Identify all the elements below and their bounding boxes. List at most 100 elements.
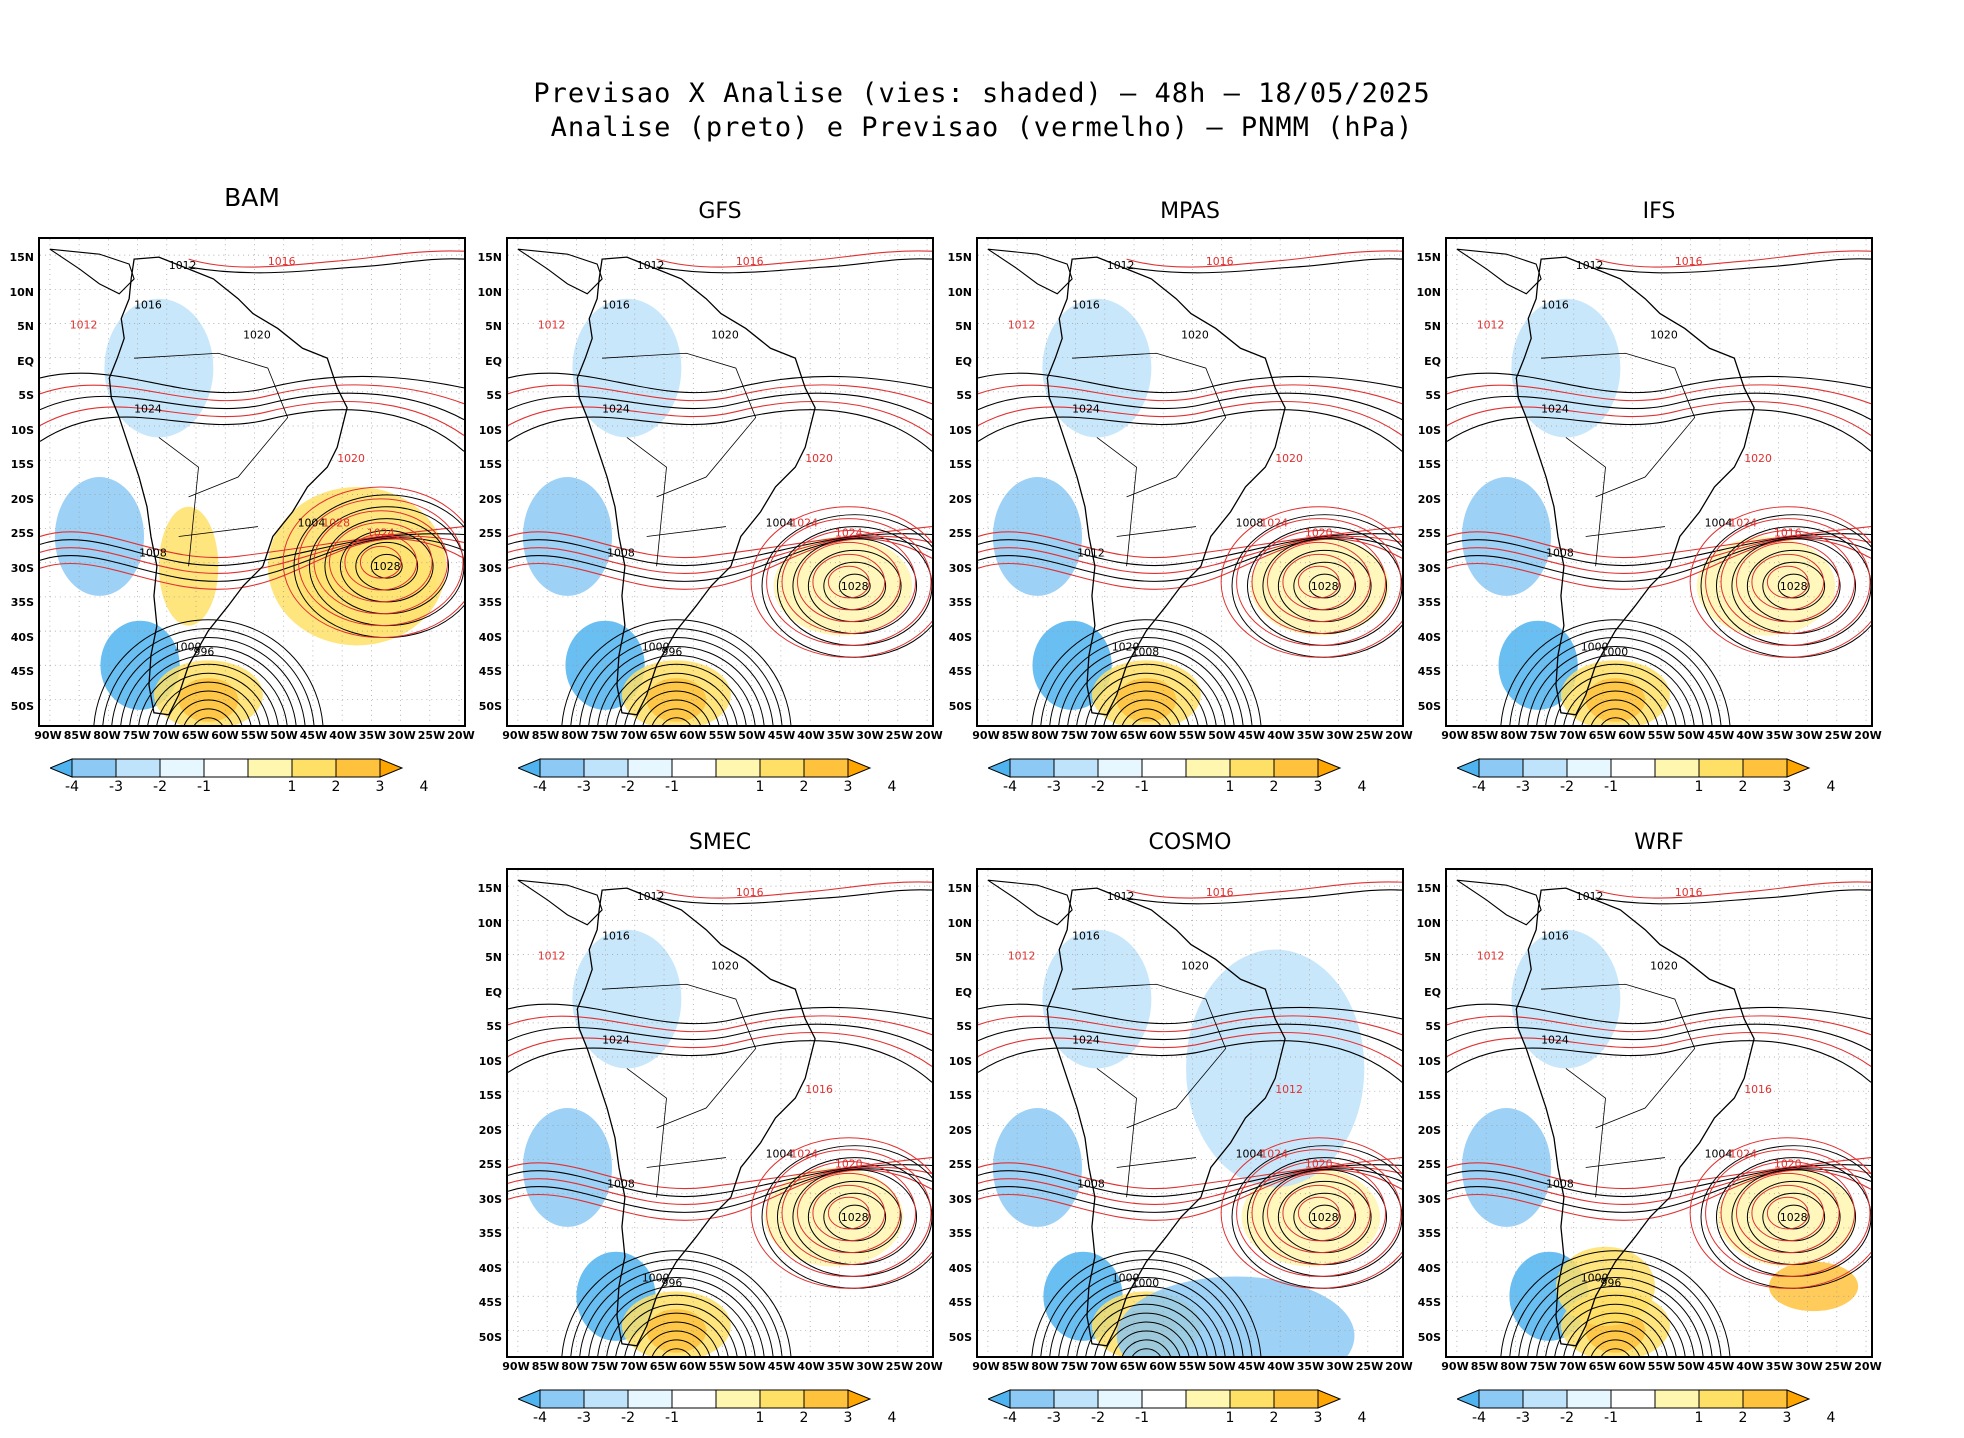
contour-label-analysis: 1000	[642, 1271, 670, 1284]
isobar	[1595, 881, 1871, 899]
longitude-label: 30W	[388, 729, 416, 742]
latitude-label: 30S	[478, 1192, 502, 1206]
latitude-label: 50S	[948, 1330, 972, 1344]
country-borders	[602, 983, 757, 1198]
contour-label-analysis: 1020	[1181, 328, 1209, 341]
panel-gfs: GFS 1012 1016 1020 1024 1004 1008 1000 1016 1012 1…	[468, 187, 942, 807]
colorbar-segment	[1053, 1389, 1099, 1409]
map-frame: 1012 1016 1020 1024 1004 1008 1000 1016 1012 1020…	[976, 868, 1404, 1358]
country-borders	[1072, 983, 1227, 1198]
isobar	[1126, 889, 1402, 905]
isobar	[1447, 1031, 1871, 1067]
colorbar-tick-label: 1	[755, 1410, 765, 1426]
colorbar-arrow-right	[1317, 1389, 1342, 1409]
isobar-low	[597, 654, 756, 725]
longitude-label: 30W	[1326, 729, 1354, 742]
isobar-high	[1297, 1196, 1340, 1230]
isobar-low	[1563, 1312, 1668, 1356]
contour-label-forecast: 1020	[337, 452, 365, 465]
isobar-high	[812, 1184, 886, 1242]
colorbar-segment	[1229, 758, 1275, 778]
longitude-label: 45W	[767, 729, 796, 742]
bias-negative-area	[522, 477, 613, 596]
isobar-low	[1049, 1268, 1244, 1356]
longitude-label: 55W	[1178, 729, 1207, 742]
isobar	[978, 1157, 1402, 1190]
colorbar-tick-label: -1	[197, 779, 211, 795]
latitude-label: 5S	[486, 389, 502, 402]
isobar-low	[1121, 1339, 1171, 1356]
latitude-label: 5S	[1425, 389, 1441, 402]
contour-label-analysis: 1016	[1072, 299, 1100, 312]
colorbar-tick-label: 1	[287, 779, 297, 795]
coastline-central-america	[1456, 248, 1542, 295]
contour-label-forecast: 1020	[805, 452, 833, 465]
longitude-label: 25W	[1355, 1360, 1384, 1373]
colorbar-tick-label: 3	[843, 779, 853, 795]
latitude-label: 25S	[478, 527, 502, 540]
isobar-low	[1581, 1330, 1650, 1356]
isobar-low	[1572, 690, 1659, 725]
coastline-central-america	[517, 879, 603, 926]
contour-label-analysis: 1004	[1236, 1148, 1264, 1161]
isobar-high	[750, 506, 932, 658]
contour-label-analysis: 1024	[1072, 1034, 1100, 1047]
figure-title-line1: Previsao X Analise (vies: shaded) – 48h …	[533, 78, 1431, 109]
isobar-low	[93, 619, 324, 725]
longitude-label: 45W	[299, 729, 328, 742]
contour-label-forecast: 1012	[1477, 318, 1505, 331]
latitude-label: 50S	[948, 699, 972, 713]
longitude-label: 30W	[856, 729, 884, 742]
contour-label-forecast: 1012	[1008, 318, 1036, 331]
latitude-label: EQ	[955, 354, 972, 368]
isobar	[508, 1166, 932, 1205]
isobar-low	[1563, 681, 1668, 725]
latitude-label: 45S	[478, 665, 502, 678]
colorbar-tick-label: 4	[1826, 1410, 1836, 1426]
longitude-label: 70W	[152, 729, 180, 742]
longitude-label: 80W	[1031, 1360, 1059, 1373]
isobar-high	[1308, 573, 1341, 599]
contour-label-analysis: 1008	[607, 1177, 635, 1190]
colorbar-tick-label: -1	[665, 779, 679, 795]
contour-label-forecast: 1016	[1206, 886, 1234, 899]
coastline-south-america	[1515, 887, 1755, 1347]
isobar-high	[1220, 506, 1402, 658]
isobar	[978, 538, 1402, 590]
high-center-label: 1028	[841, 580, 869, 593]
colorbar-segment	[1273, 758, 1319, 778]
coastline-central-america	[517, 248, 603, 295]
colorbar-tick-label: 4	[887, 1410, 897, 1426]
isobar-low	[1518, 637, 1713, 725]
isobar-high	[812, 553, 886, 611]
contour-label-analysis: 1016	[1541, 930, 1569, 943]
bias-positive-area	[764, 1167, 904, 1267]
latitude-label: 10S	[478, 1054, 502, 1068]
isobar	[1447, 384, 1871, 405]
isobar	[978, 1164, 1402, 1197]
latitude-label: 15S	[948, 458, 972, 471]
contour-label-analysis: 1008	[139, 546, 167, 559]
isobar-low	[1536, 654, 1695, 725]
colorbar-tick-label: 3	[1782, 1410, 1792, 1426]
colorbar-tick-label: -2	[621, 1410, 635, 1426]
coastline-central-america	[987, 248, 1073, 295]
contour-label-analysis: 1008	[1077, 1177, 1105, 1190]
longitude-label: 70W	[1090, 729, 1118, 742]
colorbar-segment	[203, 758, 249, 778]
isobar-low	[1600, 1348, 1630, 1356]
colorbar-segment	[1053, 758, 1099, 778]
isobar-low	[579, 1268, 774, 1356]
longitude-label: 75W	[590, 729, 619, 742]
longitude-label: 55W	[240, 729, 269, 742]
colorbar-segment	[1522, 1389, 1568, 1409]
contour-label-forecast: 1020	[1774, 1157, 1802, 1170]
isobar-low	[615, 1303, 738, 1356]
colorbar: -4 -3 -2 -1 1 2 3 4	[986, 1388, 1388, 1432]
longitude-label: 50W	[1208, 1360, 1236, 1373]
colorbar-segment	[1229, 1389, 1275, 1409]
isobar-high	[1689, 506, 1871, 658]
colorbar-tick-label: 2	[331, 779, 341, 795]
isobar	[508, 1023, 932, 1052]
isobar	[656, 250, 932, 268]
